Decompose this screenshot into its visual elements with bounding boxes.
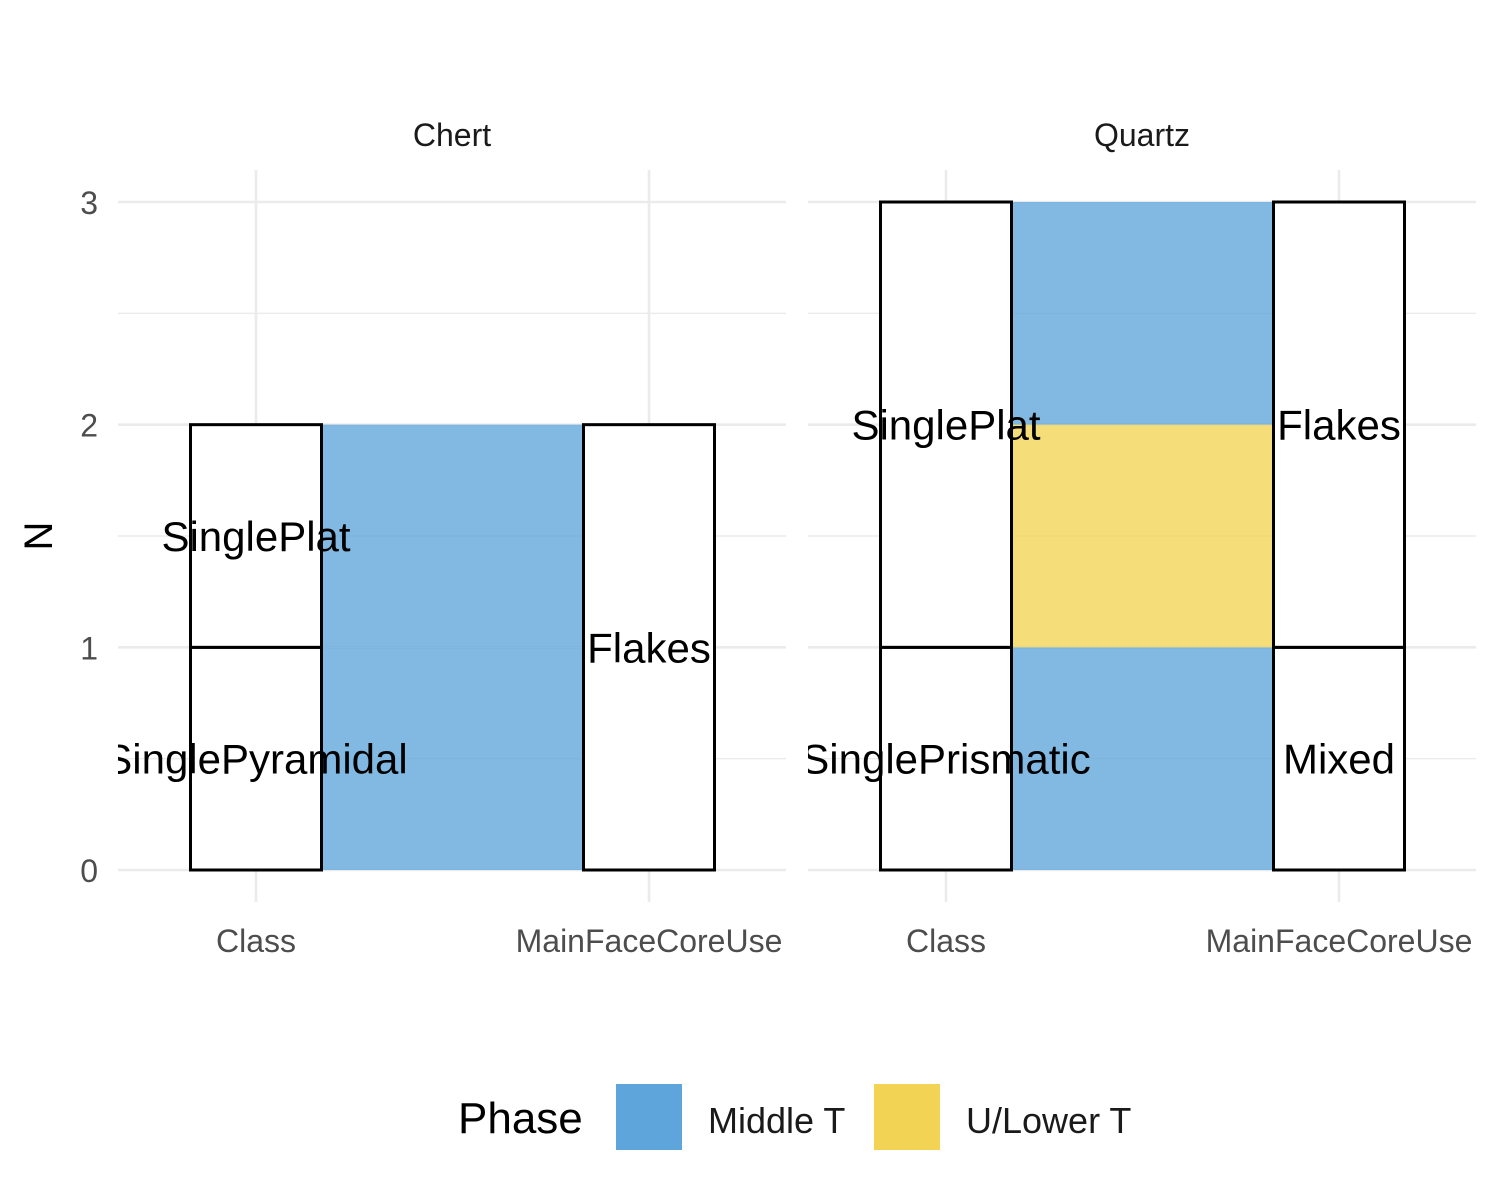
y-tick-label: 3: [80, 185, 98, 221]
stratum-label-singleprismatic: SinglePrismatic: [801, 736, 1090, 783]
x-tick-label: Class: [216, 923, 296, 959]
legend-label-upper-lower-t: U/Lower T: [966, 1100, 1132, 1141]
alluvial-chart: N 0 1 2 3 Chert Class MainFaceCoreUse SinglePyra…: [17, 117, 1476, 959]
x-tick-label: MainFaceCoreUse: [1206, 923, 1473, 959]
stratum-box: [189, 645, 323, 872]
panel-quartz: Quartz Class MainFaceCoreUse SinglePrismati…: [801, 117, 1476, 959]
stratum-box: [582, 423, 716, 872]
legend-title: Phase: [458, 1094, 583, 1143]
stratum-label-singleplat: SinglePlat: [851, 402, 1040, 449]
stratum-label-flakes: Flakes: [587, 624, 711, 671]
x-tick-label: MainFaceCoreUse: [516, 923, 783, 959]
y-tick-label: 1: [80, 630, 98, 666]
legend-key-upper-lower-t: [874, 1084, 940, 1150]
y-tick-label: 2: [80, 408, 98, 444]
y-axis-title: N: [17, 522, 61, 551]
stratum-box: [189, 423, 323, 649]
stratum-box: [879, 645, 1013, 872]
flow-middle-t: [321, 424, 584, 648]
panel-title: Chert: [413, 117, 491, 153]
stratum-label-singleplat: SinglePlat: [161, 513, 350, 560]
stratum-box: [1272, 200, 1406, 649]
legend-key-middle-t: [616, 1084, 682, 1150]
flow-middle-t: [1011, 202, 1274, 425]
stratum-label-flakes: Flakes: [1277, 402, 1401, 449]
y-tick-label: 0: [80, 853, 98, 889]
panel-title: Quartz: [1094, 117, 1190, 153]
legend-label-middle-t: Middle T: [708, 1100, 846, 1141]
flow-u-lower-t: [1011, 424, 1274, 648]
stratum-labels: SinglePyramidal SinglePlat Flakes: [104, 513, 711, 783]
stratum-box: [879, 200, 1013, 649]
panel-chert: Chert Class MainFaceCoreUse SinglePyramidal…: [104, 117, 786, 959]
x-tick-label: Class: [906, 923, 986, 959]
flow-middle-t: [1011, 647, 1274, 870]
stratum-labels: SinglePrismatic SinglePlat Mixed Flakes: [801, 402, 1401, 783]
stratum-label-mixed: Mixed: [1283, 736, 1395, 783]
stratum-box: [1272, 645, 1406, 872]
legend: Phase Middle T U/Lower T: [0, 1084, 1500, 1154]
stratum-label-singlepyramidal: SinglePyramidal: [104, 736, 407, 783]
flow-middle-t: [321, 647, 584, 870]
